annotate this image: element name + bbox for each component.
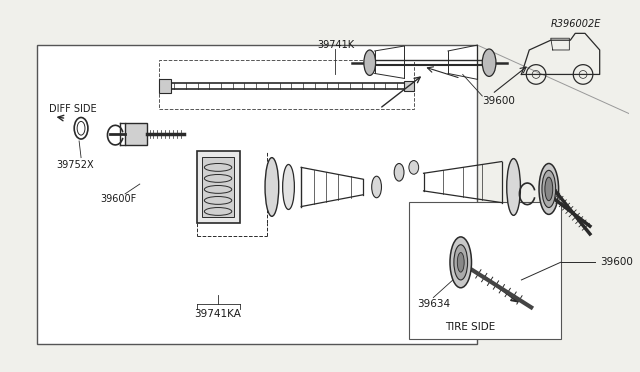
Ellipse shape [507, 158, 520, 215]
Ellipse shape [372, 176, 381, 198]
Bar [196, 151, 239, 223]
Text: 39600: 39600 [600, 257, 632, 267]
Bar [37, 45, 477, 344]
Ellipse shape [450, 237, 472, 288]
Ellipse shape [545, 177, 553, 201]
Text: 39741K: 39741K [317, 40, 354, 50]
Bar [404, 81, 414, 91]
Ellipse shape [454, 245, 468, 280]
Bar [409, 202, 561, 339]
Ellipse shape [539, 163, 559, 214]
Text: TIRE SIDE: TIRE SIDE [445, 322, 495, 332]
Text: 39741KA: 39741KA [195, 309, 241, 319]
Text: 39600F: 39600F [100, 194, 137, 204]
Text: 39752X: 39752X [56, 160, 94, 170]
Ellipse shape [394, 163, 404, 181]
Bar [125, 124, 147, 145]
Ellipse shape [458, 253, 464, 272]
Ellipse shape [265, 158, 279, 217]
Ellipse shape [409, 161, 419, 174]
Text: 39600: 39600 [483, 96, 515, 106]
Text: R396002E: R396002E [551, 19, 601, 29]
Ellipse shape [283, 164, 294, 209]
Bar [202, 157, 234, 217]
Ellipse shape [364, 50, 376, 76]
Ellipse shape [542, 170, 556, 208]
Text: 39634: 39634 [417, 299, 450, 310]
Text: DIFF SIDE: DIFF SIDE [49, 104, 97, 114]
Bar [159, 79, 171, 93]
Bar [159, 60, 414, 109]
Ellipse shape [483, 49, 496, 76]
